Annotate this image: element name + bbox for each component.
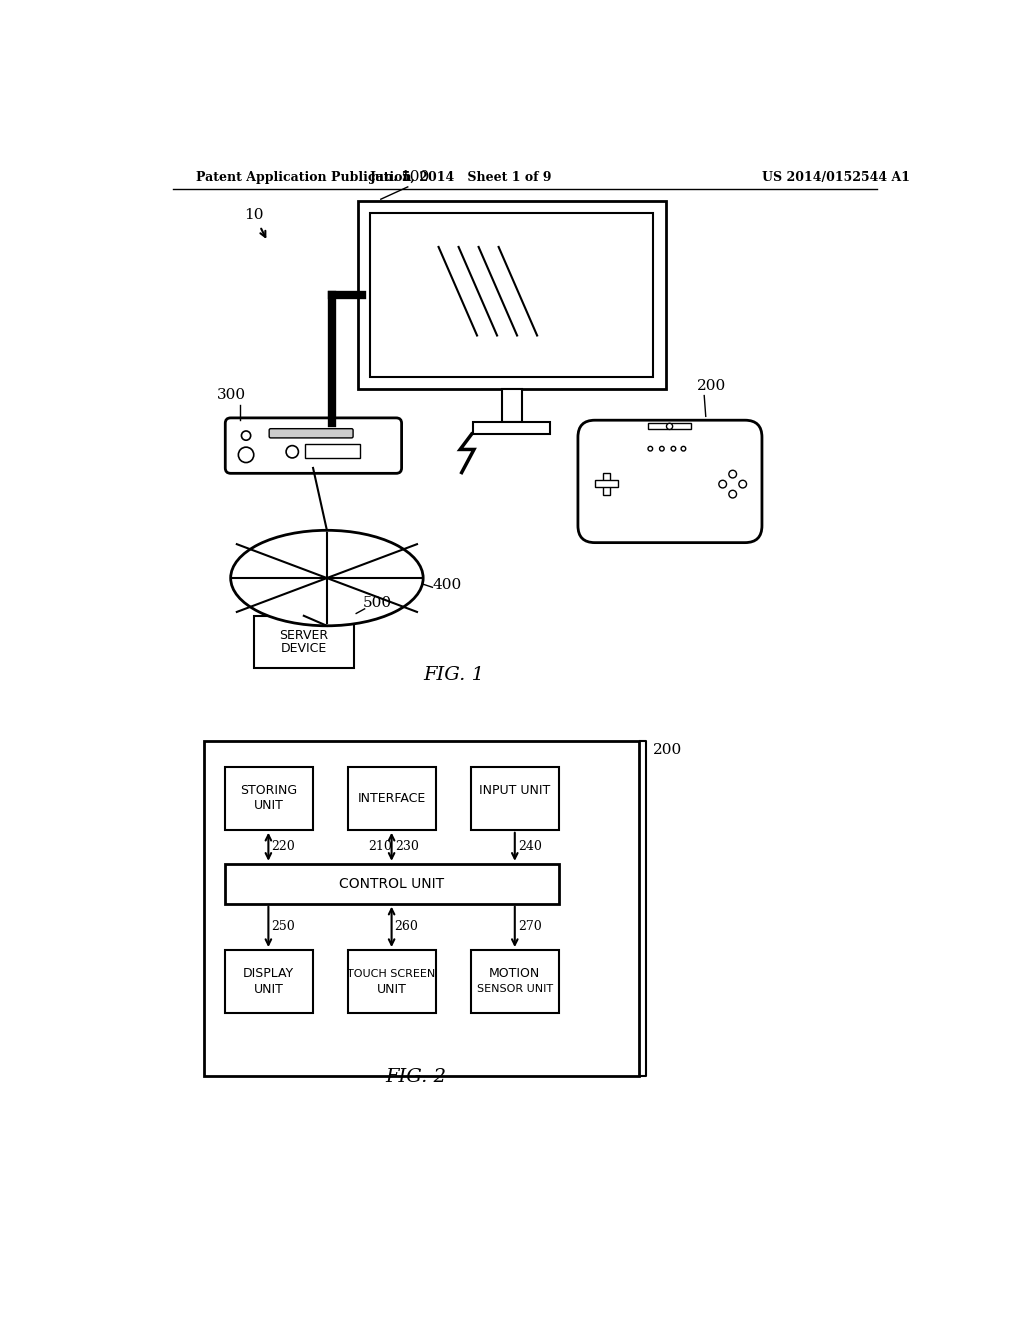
Text: 200: 200 bbox=[696, 379, 726, 393]
Bar bbox=[224, 950, 313, 1014]
Bar bbox=[304, 444, 360, 458]
FancyBboxPatch shape bbox=[225, 418, 401, 474]
Bar bbox=[348, 767, 436, 830]
Circle shape bbox=[729, 470, 736, 478]
Bar bbox=[648, 424, 691, 429]
Bar bbox=[471, 950, 559, 1014]
Text: 100: 100 bbox=[400, 170, 429, 183]
Text: TOUCH SCREEN: TOUCH SCREEN bbox=[347, 969, 436, 979]
Text: Patent Application Publication: Patent Application Publication bbox=[196, 172, 412, 185]
Text: MOTION: MOTION bbox=[489, 968, 541, 981]
Text: 220: 220 bbox=[271, 841, 295, 853]
Text: 270: 270 bbox=[518, 920, 542, 933]
Circle shape bbox=[242, 432, 251, 441]
Text: 210: 210 bbox=[369, 841, 392, 853]
Text: DEVICE: DEVICE bbox=[281, 643, 327, 656]
Text: INPUT UNIT: INPUT UNIT bbox=[479, 784, 551, 797]
Circle shape bbox=[286, 446, 298, 458]
Text: SERVER: SERVER bbox=[280, 628, 329, 642]
Text: Jun. 5, 2014   Sheet 1 of 9: Jun. 5, 2014 Sheet 1 of 9 bbox=[371, 172, 553, 185]
Ellipse shape bbox=[230, 531, 423, 626]
Text: 240: 240 bbox=[518, 841, 542, 853]
Circle shape bbox=[681, 446, 686, 451]
Text: 400: 400 bbox=[432, 578, 462, 591]
Text: SENSOR UNIT: SENSOR UNIT bbox=[477, 985, 553, 994]
Bar bbox=[473, 422, 550, 434]
Text: UNIT: UNIT bbox=[254, 800, 284, 813]
FancyBboxPatch shape bbox=[269, 429, 353, 438]
Circle shape bbox=[739, 480, 746, 488]
Bar bbox=[254, 615, 354, 668]
Bar bbox=[370, 213, 653, 378]
Circle shape bbox=[671, 446, 676, 451]
Text: DISPLAY: DISPLAY bbox=[243, 968, 294, 981]
Text: FIG. 2: FIG. 2 bbox=[385, 1068, 446, 1086]
Bar bbox=[224, 767, 313, 830]
Text: 300: 300 bbox=[217, 388, 246, 401]
Bar bbox=[502, 389, 521, 422]
FancyBboxPatch shape bbox=[578, 420, 762, 543]
Bar bbox=[204, 742, 639, 1076]
Circle shape bbox=[729, 490, 736, 498]
Text: US 2014/0152544 A1: US 2014/0152544 A1 bbox=[762, 172, 910, 185]
Text: 230: 230 bbox=[395, 841, 419, 853]
Bar bbox=[629, 455, 711, 503]
Circle shape bbox=[659, 446, 665, 451]
Bar bbox=[603, 473, 610, 495]
Bar bbox=[357, 201, 666, 389]
Circle shape bbox=[719, 480, 727, 488]
Bar bbox=[625, 451, 714, 507]
Text: 200: 200 bbox=[652, 743, 682, 756]
Bar bbox=[471, 767, 559, 830]
Bar bbox=[348, 950, 436, 1014]
Text: 250: 250 bbox=[271, 920, 295, 933]
Text: INTERFACE: INTERFACE bbox=[357, 792, 426, 805]
Circle shape bbox=[239, 447, 254, 462]
Text: 500: 500 bbox=[364, 595, 392, 610]
Bar bbox=[224, 863, 559, 904]
Text: UNIT: UNIT bbox=[377, 982, 407, 995]
Circle shape bbox=[667, 424, 673, 429]
Text: FIG. 1: FIG. 1 bbox=[424, 665, 484, 684]
Text: STORING: STORING bbox=[240, 784, 297, 797]
Bar bbox=[595, 480, 617, 487]
Text: UNIT: UNIT bbox=[254, 982, 284, 995]
Text: CONTROL UNIT: CONTROL UNIT bbox=[339, 876, 444, 891]
Text: 260: 260 bbox=[394, 920, 419, 933]
Circle shape bbox=[648, 446, 652, 451]
Text: 10: 10 bbox=[245, 207, 264, 222]
